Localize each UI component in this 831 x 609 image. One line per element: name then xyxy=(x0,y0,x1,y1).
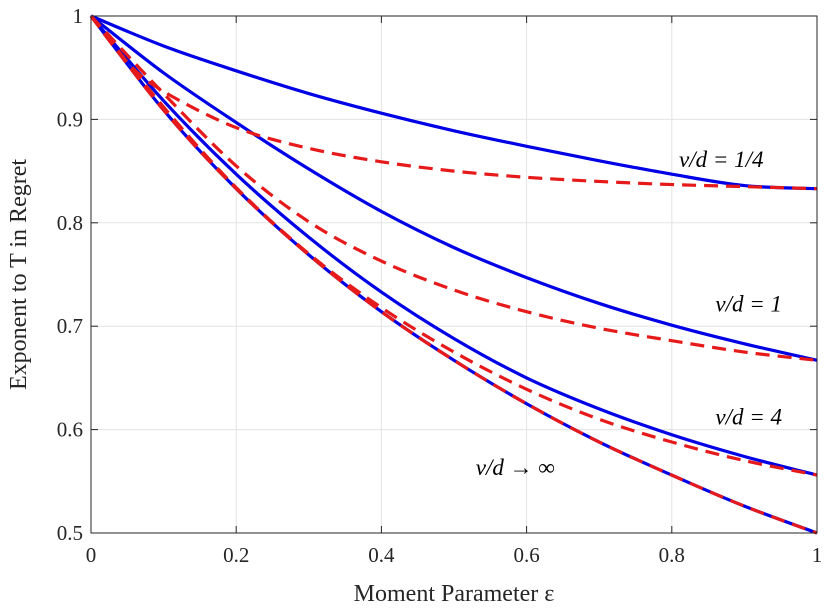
x-tick-label: 0.2 xyxy=(223,543,249,567)
series-line-dashed-d-1 xyxy=(89,14,818,362)
y-tick-label: 1 xyxy=(73,4,84,28)
x-tick-label: 0.6 xyxy=(513,543,539,567)
tick-marks xyxy=(90,15,818,534)
y-tick-label: 0.6 xyxy=(57,418,83,442)
y-tick-label: 0.5 xyxy=(57,521,83,545)
x-tick-labels: 0 0.2 0.4 0.6 0.8 1 xyxy=(86,543,823,567)
axes-frame xyxy=(90,15,818,534)
y-tick-label: 0.9 xyxy=(57,107,83,131)
annotations: ν/d = 1/4 ν/d = 1 ν/d = 4 ν/d → ∞ xyxy=(476,147,782,480)
x-tick-label: 0.8 xyxy=(659,543,685,567)
series-line-solid-d-1 xyxy=(90,14,818,362)
series-line-dashed-d-1-4 xyxy=(89,15,818,191)
curve-annotation: ν/d = 1 xyxy=(715,292,782,317)
series-lines xyxy=(89,14,818,535)
series-line-dashed-d xyxy=(89,15,818,535)
curve-annotation: ν/d = 1/4 xyxy=(679,147,764,172)
x-tick-label: 0.4 xyxy=(368,543,395,567)
series-line-solid-d-4 xyxy=(89,14,818,477)
series-line-solid-d-1-4 xyxy=(90,14,818,191)
y-axis-label: Exponent to T in Regret xyxy=(6,159,32,390)
x-tick-label: 0 xyxy=(86,543,97,567)
y-tick-labels: 0.5 0.6 0.7 0.8 0.9 1 xyxy=(57,4,83,545)
x-axis-label: Moment Parameter ε xyxy=(354,581,555,607)
curve-annotation: ν/d → ∞ xyxy=(476,455,555,480)
curve-annotation: ν/d = 4 xyxy=(715,404,782,429)
y-tick-label: 0.8 xyxy=(57,211,83,235)
y-tick-label: 0.7 xyxy=(57,314,83,338)
x-tick-label: 1 xyxy=(812,543,823,567)
